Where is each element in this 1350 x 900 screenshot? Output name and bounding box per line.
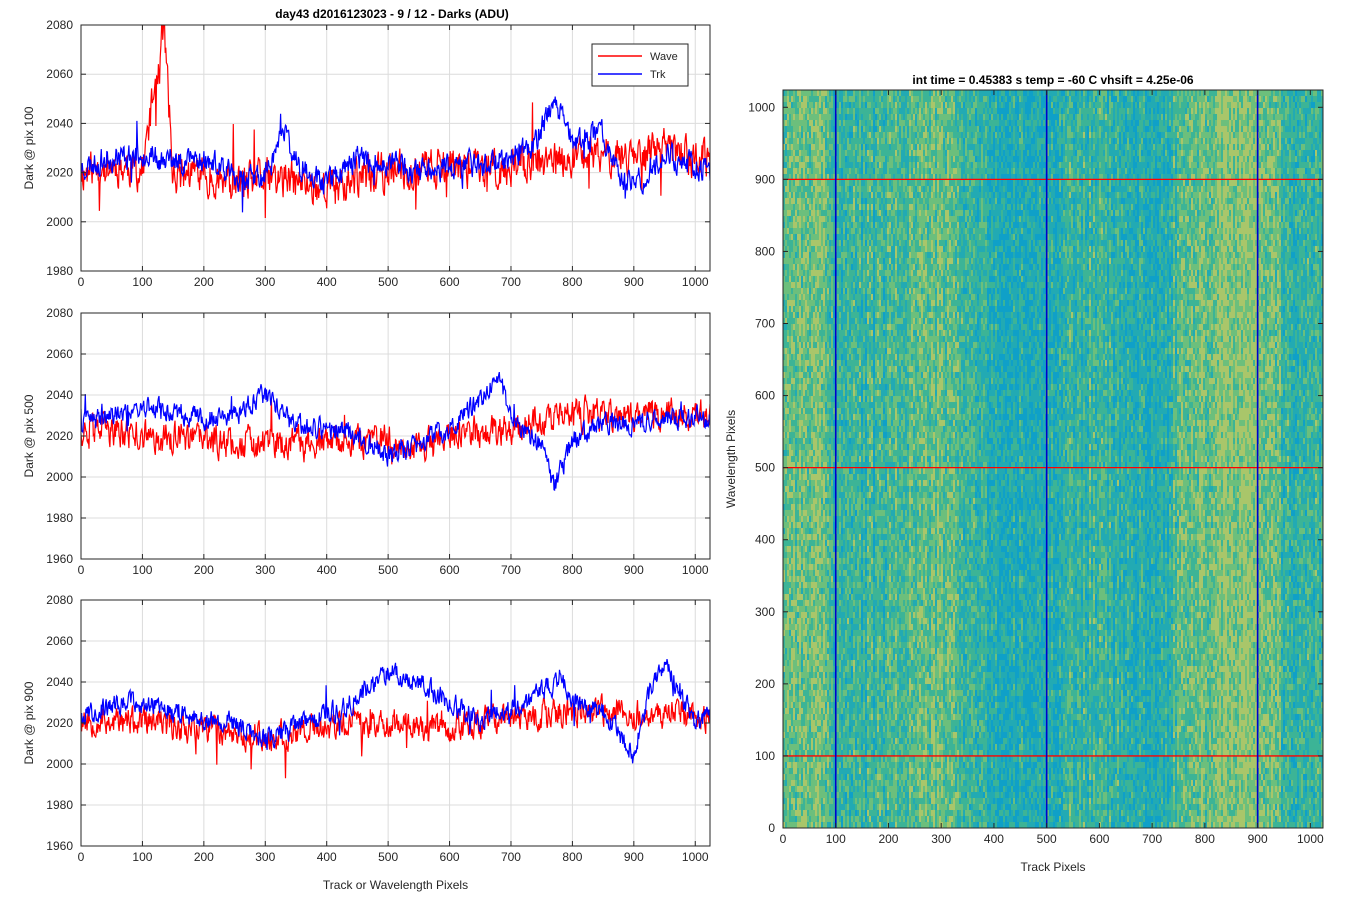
- y-tick-label: 2000: [46, 215, 73, 229]
- x-tick-label: 1000: [682, 563, 709, 577]
- y-tick-label: 500: [755, 461, 775, 475]
- y-tick-label: 900: [755, 172, 775, 186]
- x-tick-label: 0: [78, 850, 85, 864]
- y-axis-label: Dark @ pix 900: [22, 681, 36, 764]
- y-tick-label: 1960: [46, 839, 73, 853]
- figure-title: day43 d2016123023 - 9 / 12 - Darks (ADU): [275, 7, 508, 21]
- y-tick-label: 2080: [46, 18, 73, 32]
- x-tick-label: 700: [501, 563, 521, 577]
- x-tick-label: 400: [317, 275, 337, 289]
- legend: Wave Trk: [592, 44, 688, 86]
- x-tick-label: 100: [132, 850, 152, 864]
- x-tick-label: 700: [501, 850, 521, 864]
- y-tick-label: 2080: [46, 306, 73, 320]
- y-tick-label: 1980: [46, 798, 73, 812]
- x-tick-label: 800: [562, 275, 582, 289]
- y-tick-label: 2060: [46, 634, 73, 648]
- x-tick-label: 300: [255, 275, 275, 289]
- y-tick-label: 100: [755, 749, 775, 763]
- x-tick-label: 200: [194, 850, 214, 864]
- x-tick-label: 600: [440, 275, 460, 289]
- x-tick-label: 600: [1089, 832, 1109, 846]
- line-chart-pix-900: 0 100 200 300 400 500 600 700 800 900 1000 1960 1980…: [22, 593, 710, 892]
- x-tick-label: 500: [378, 850, 398, 864]
- x-tick-label: 100: [826, 832, 846, 846]
- y-tick-label: 2000: [46, 470, 73, 484]
- x-tick-label: 100: [132, 275, 152, 289]
- legend-entry-trk: Trk: [650, 69, 666, 81]
- x-tick-label: 1000: [1297, 832, 1324, 846]
- heatmap-title: int time = 0.45383 s temp = -60 C vhsift…: [912, 73, 1193, 87]
- heatmap-cells: [783, 90, 1323, 828]
- y-tick-label: 800: [755, 244, 775, 258]
- y-tick-label: 2060: [46, 67, 73, 81]
- x-tick-label: 900: [624, 563, 644, 577]
- x-tick-label: 700: [1142, 832, 1162, 846]
- x-tick-label: 1000: [682, 275, 709, 289]
- y-axis-label: Wavelength Pixels: [724, 410, 738, 508]
- x-tick-label: 300: [255, 563, 275, 577]
- x-tick-label: 400: [317, 850, 337, 864]
- y-tick-label: 2040: [46, 388, 73, 402]
- x-tick-label: 800: [562, 563, 582, 577]
- x-tick-label: 900: [624, 850, 644, 864]
- x-tick-label: 800: [562, 850, 582, 864]
- y-tick-label: 2000: [46, 757, 73, 771]
- y-tick-label: 2040: [46, 116, 73, 130]
- x-tick-label: 200: [194, 563, 214, 577]
- x-tick-label: 600: [440, 850, 460, 864]
- y-tick-label: 0: [768, 821, 775, 835]
- x-tick-label: 500: [378, 275, 398, 289]
- x-tick-label: 300: [931, 832, 951, 846]
- dark-frame-heatmap: 0 100 200 300 400 500 600 700 800 900 1000 0 100 200 3…: [724, 73, 1324, 874]
- legend-entry-wave: Wave: [650, 51, 678, 63]
- x-axis-label: Track or Wavelength Pixels: [323, 878, 468, 892]
- x-tick-label: 0: [780, 832, 787, 846]
- y-tick-label: 2060: [46, 347, 73, 361]
- y-tick-label: 2080: [46, 593, 73, 607]
- x-tick-label: 600: [440, 563, 460, 577]
- y-tick-label: 400: [755, 533, 775, 547]
- x-tick-label: 200: [194, 275, 214, 289]
- x-tick-label: 100: [132, 563, 152, 577]
- x-tick-label: 800: [1195, 832, 1215, 846]
- x-tick-label: 1000: [682, 850, 709, 864]
- x-tick-label: 0: [78, 275, 85, 289]
- y-tick-label: 1980: [46, 511, 73, 525]
- line-chart-pix-100: 0 100 200 300 400 500 600 700 800 900 1000 1980 2000…: [22, 0, 710, 289]
- line-chart-pix-500: 0 100 200 300 400 500 600 700 800 900 1000 1960 1980…: [22, 306, 710, 577]
- x-tick-label: 300: [255, 850, 275, 864]
- y-tick-label: 700: [755, 317, 775, 331]
- x-tick-label: 400: [984, 832, 1004, 846]
- y-tick-label: 2020: [46, 166, 73, 180]
- x-tick-label: 900: [1248, 832, 1268, 846]
- x-tick-label: 400: [317, 563, 337, 577]
- y-axis-label: Dark @ pix 500: [22, 394, 36, 477]
- y-axis-label: Dark @ pix 100: [22, 106, 36, 189]
- y-tick-label: 200: [755, 677, 775, 691]
- x-tick-label: 500: [1037, 832, 1057, 846]
- x-tick-label: 0: [78, 563, 85, 577]
- y-tick-label: 1960: [46, 552, 73, 566]
- y-tick-label: 1000: [748, 100, 775, 114]
- x-tick-label: 500: [378, 563, 398, 577]
- x-tick-label: 900: [624, 275, 644, 289]
- y-tick-label: 300: [755, 605, 775, 619]
- y-tick-label: 600: [755, 389, 775, 403]
- y-tick-label: 1980: [46, 264, 73, 278]
- x-tick-label: 700: [501, 275, 521, 289]
- x-tick-label: 200: [878, 832, 898, 846]
- x-axis-label: Track Pixels: [1021, 860, 1086, 874]
- y-tick-label: 2040: [46, 675, 73, 689]
- y-tick-label: 2020: [46, 716, 73, 730]
- y-tick-label: 2020: [46, 429, 73, 443]
